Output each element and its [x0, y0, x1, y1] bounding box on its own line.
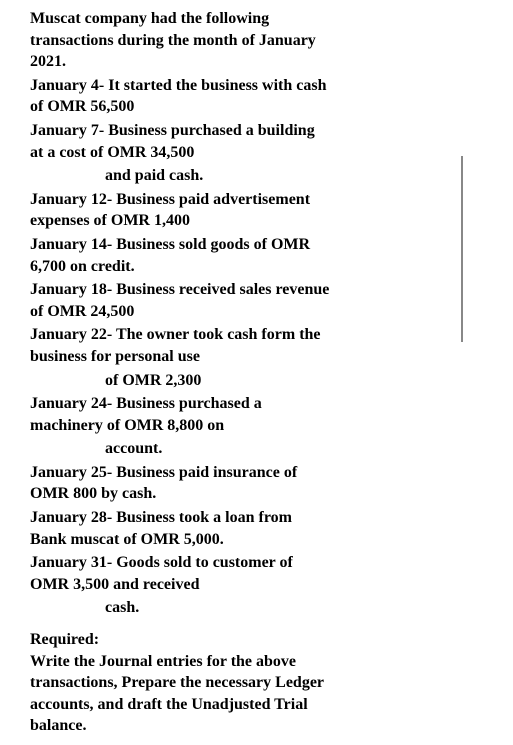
required-body: Write the Journal entries for the above … — [30, 651, 330, 737]
transaction-line: January 12- Business paid advertisement … — [30, 189, 330, 232]
transaction-line: January 18- Business received sales reve… — [30, 279, 330, 322]
transaction-line: January 31- Goods sold to customer of OM… — [30, 552, 330, 595]
transaction-line: January 24- Business purchased a machine… — [30, 393, 330, 436]
transaction-line: January 14- Business sold goods of OMR 6… — [30, 234, 330, 277]
required-header: Required: — [30, 629, 330, 651]
intro-paragraph: Muscat company had the following transac… — [30, 8, 330, 73]
transaction-continuation: account. — [30, 438, 330, 460]
scrollbar-track[interactable] — [461, 156, 463, 342]
document-content: Muscat company had the following transac… — [0, 0, 360, 745]
transaction-line: January 4- It started the business with … — [30, 75, 330, 118]
transaction-continuation: and paid cash. — [30, 165, 330, 187]
transaction-line: January 7- Business purchased a building… — [30, 120, 330, 163]
transaction-line: January 25- Business paid insurance of O… — [30, 462, 330, 505]
transaction-line: January 22- The owner took cash form the… — [30, 324, 330, 367]
transaction-line: January 28- Business took a loan from Ba… — [30, 507, 330, 550]
transaction-continuation: of OMR 2,300 — [30, 370, 330, 392]
transaction-continuation: cash. — [30, 597, 330, 619]
